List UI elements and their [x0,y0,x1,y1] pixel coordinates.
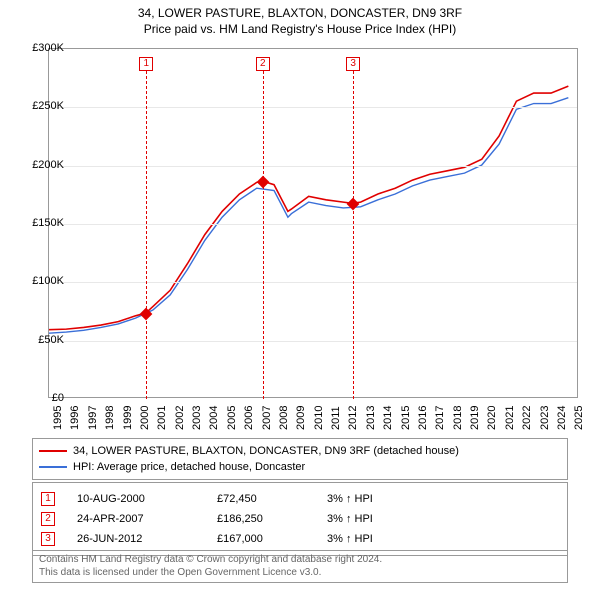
x-tick-label: 1997 [87,406,99,430]
x-tick-label: 2009 [295,406,307,430]
x-tick-label: 2014 [382,406,394,430]
sales-row-index: 3 [41,532,55,546]
x-tick-label: 1998 [104,406,116,430]
sales-row-date: 26-JUN-2012 [77,533,217,545]
sales-row-price: £186,250 [217,513,327,525]
chart-lines-svg [49,49,577,397]
x-tick-label: 2004 [208,406,220,430]
x-tick-label: 1995 [52,406,64,430]
chart-subtitle: Price paid vs. HM Land Registry's House … [0,22,600,36]
x-tick-label: 2016 [417,406,429,430]
x-tick-label: 2020 [486,406,498,430]
y-tick-label: £300K [32,42,64,54]
title-block: 34, LOWER PASTURE, BLAXTON, DONCASTER, D… [0,0,600,36]
sales-table: 110-AUG-2000£72,4503% ↑ HPI224-APR-2007£… [32,482,568,556]
x-tick-label: 2001 [156,406,168,430]
sale-marker-line [263,71,264,399]
x-tick-label: 2018 [452,406,464,430]
x-tick-label: 2000 [139,406,151,430]
y-tick-label: £100K [32,275,64,287]
sales-row: 1 10-AUG-2000£72,4503% ↑ HPI [41,489,559,509]
series-line [49,86,568,330]
x-tick-label: 2010 [313,406,325,430]
sale-marker-line [353,71,354,399]
sale-marker-box: 3 [346,57,360,71]
y-tick-label: £50K [38,334,64,346]
series-line [49,98,568,333]
x-tick-label: 2019 [469,406,481,430]
legend-label: HPI: Average price, detached house, Donc… [73,461,305,473]
x-tick-label: 2023 [539,406,551,430]
x-tick-label: 2005 [226,406,238,430]
gridline-h [49,166,577,167]
sales-row-index: 1 [41,492,55,506]
x-tick-label: 2007 [261,406,273,430]
x-tick-label: 2015 [400,406,412,430]
x-tick-label: 2002 [174,406,186,430]
x-tick-label: 1996 [69,406,81,430]
legend-row: 34, LOWER PASTURE, BLAXTON, DONCASTER, D… [39,443,561,459]
x-tick-label: 2012 [347,406,359,430]
y-tick-label: £0 [52,392,64,404]
chart-title-address: 34, LOWER PASTURE, BLAXTON, DONCASTER, D… [0,6,600,20]
sales-row: 2 24-APR-2007£186,2503% ↑ HPI [41,509,559,529]
footer-line-1: Contains HM Land Registry data © Crown c… [39,554,561,567]
x-tick-label: 2006 [243,406,255,430]
x-tick-label: 2021 [504,406,516,430]
legend: 34, LOWER PASTURE, BLAXTON, DONCASTER, D… [32,438,568,480]
sales-row-index: 2 [41,512,55,526]
sales-row-price: £167,000 [217,533,327,545]
gridline-h [49,282,577,283]
sale-marker-box: 2 [256,57,270,71]
gridline-h [49,107,577,108]
gridline-h [49,224,577,225]
x-tick-label: 2025 [573,406,585,430]
sale-marker-line [146,71,147,399]
y-tick-label: £250K [32,100,64,112]
chart-container: 34, LOWER PASTURE, BLAXTON, DONCASTER, D… [0,0,600,590]
x-tick-label: 2013 [365,406,377,430]
sales-row-diff: 3% ↑ HPI [327,513,417,525]
sales-row: 3 26-JUN-2012£167,0003% ↑ HPI [41,529,559,549]
y-tick-label: £200K [32,159,64,171]
legend-row: HPI: Average price, detached house, Donc… [39,459,561,475]
sales-row-diff: 3% ↑ HPI [327,493,417,505]
sale-marker-box: 1 [139,57,153,71]
footer-line-2: This data is licensed under the Open Gov… [39,567,561,580]
legend-swatch [39,450,67,452]
attribution-footer: Contains HM Land Registry data © Crown c… [32,550,568,583]
sales-row-diff: 3% ↑ HPI [327,533,417,545]
x-tick-label: 2024 [556,406,568,430]
x-tick-label: 2017 [434,406,446,430]
x-tick-label: 2022 [521,406,533,430]
legend-label: 34, LOWER PASTURE, BLAXTON, DONCASTER, D… [73,445,459,457]
y-tick-label: £150K [32,217,64,229]
x-tick-label: 1999 [122,406,134,430]
x-tick-label: 2011 [330,406,342,430]
sales-row-date: 10-AUG-2000 [77,493,217,505]
x-tick-label: 2008 [278,406,290,430]
x-tick-label: 2003 [191,406,203,430]
sales-row-date: 24-APR-2007 [77,513,217,525]
sales-row-price: £72,450 [217,493,327,505]
chart-plot-area: 1 2 3 [48,48,578,398]
gridline-h [49,341,577,342]
legend-swatch [39,466,67,468]
